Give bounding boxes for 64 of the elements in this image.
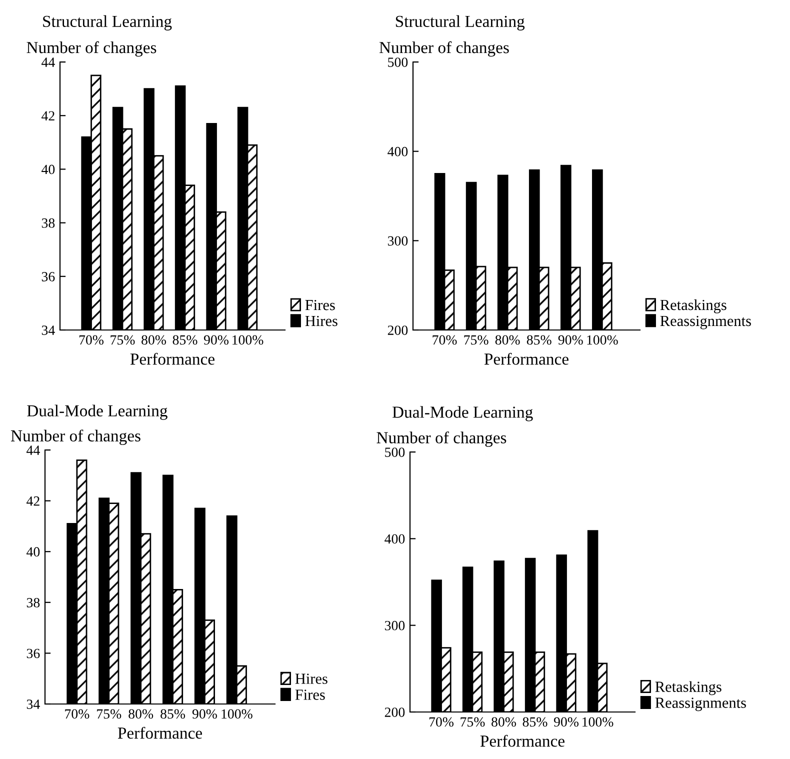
x-tick-label: 80% [492, 717, 516, 727]
y-tick-label: 300 [384, 620, 405, 630]
y-tick-label: 200 [384, 708, 405, 717]
x-tick-label: 80% [128, 709, 154, 719]
y-tick-label: 42 [42, 111, 54, 120]
x-tick-label: 75% [464, 335, 488, 345]
x-tick-label: 100% [222, 709, 252, 719]
chart-title: Structural Learning [43, 15, 172, 30]
x-tick-label: 70% [432, 335, 457, 345]
chart-title: Structural Learning [396, 15, 525, 30]
legend-label: Fires [305, 300, 335, 310]
x-tick-label: 100% [587, 335, 618, 345]
x-axis-title: Performance [480, 734, 564, 747]
x-axis-title: Performance [130, 352, 214, 365]
x-tick-label: 90% [192, 709, 217, 719]
legend-label: Hires [295, 674, 328, 684]
y-axis-title: Number of changes [26, 41, 156, 57]
y-axis-title: Number of changes [379, 41, 509, 57]
x-axis-title: Performance [484, 352, 568, 365]
y-tick-label: 36 [26, 648, 40, 658]
x-tick-label: 70% [429, 717, 454, 727]
x-axis-title: Performance [118, 726, 202, 739]
x-tick-label: 85% [526, 335, 552, 345]
x-tick-label: 85% [160, 709, 186, 719]
legend-label: Reassignments [655, 698, 746, 712]
x-tick-label: 80% [495, 335, 520, 345]
chart-title: Dual-Mode Learning [392, 406, 533, 422]
y-tick-label: 44 [42, 58, 55, 67]
x-tick-label: 75% [460, 717, 485, 727]
y-tick-label: 34 [26, 700, 40, 709]
y-tick-label: 38 [42, 218, 55, 228]
y-tick-label: 40 [42, 164, 55, 174]
x-tick-label: 85% [172, 335, 198, 345]
y-tick-label: 500 [385, 448, 405, 457]
y-tick-label: 400 [388, 146, 408, 156]
legend-label: Retaskings [655, 681, 722, 696]
legend-label: Fires [295, 690, 325, 700]
y-tick-label: 42 [26, 496, 40, 506]
y-axis-title: Number of changes [10, 430, 140, 445]
x-tick-label: 90% [204, 335, 229, 345]
x-tick-label: 90% [558, 335, 583, 345]
legend-label: Retaskings [660, 299, 726, 314]
y-tick-label: 200 [388, 326, 408, 335]
legend-label: Reassignments [660, 316, 751, 330]
x-tick-label: 85% [522, 717, 548, 727]
y-tick-label: 40 [26, 547, 40, 557]
legend-label: Hires [305, 316, 338, 326]
x-tick-label: 100% [582, 717, 614, 727]
x-tick-label: 90% [554, 717, 579, 727]
y-tick-label: 36 [42, 272, 55, 282]
x-tick-label: 100% [232, 335, 264, 345]
x-tick-label: 70% [79, 335, 104, 345]
y-tick-label: 300 [388, 236, 408, 246]
x-tick-label: 70% [65, 709, 90, 719]
x-tick-label: 75% [97, 709, 122, 719]
y-axis-title: Number of changes [376, 431, 506, 447]
y-tick-label: 44 [26, 446, 40, 455]
y-tick-label: 400 [384, 534, 405, 544]
y-tick-label: 38 [26, 598, 40, 608]
x-tick-label: 75% [110, 335, 135, 345]
y-tick-label: 34 [42, 326, 55, 335]
chart-title: Dual-Mode Learning [27, 404, 168, 420]
x-tick-label: 80% [142, 335, 166, 345]
y-tick-label: 500 [388, 58, 408, 67]
